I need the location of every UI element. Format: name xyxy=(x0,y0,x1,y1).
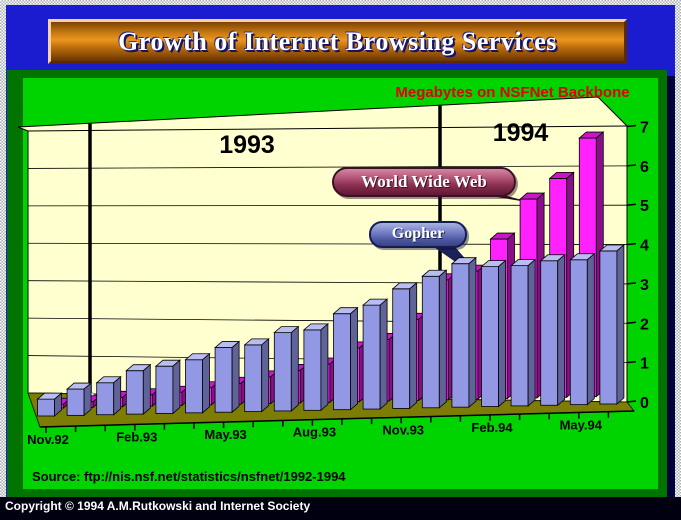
legend-gopher: Gopher xyxy=(369,221,467,248)
title-banner: Growth of Internet Browsing Services xyxy=(48,19,627,64)
year-label-1994: 1994 xyxy=(492,119,549,147)
chart-subtitle: Megabytes on NSFNet Backbone xyxy=(395,84,630,101)
copyright-text: Copyright © 1994 A.M.Rutkowski and Inter… xyxy=(5,499,311,513)
page-title: Growth of Internet Browsing Services xyxy=(118,27,557,56)
copyright-bar: Copyright © 1994 A.M.Rutkowski and Inter… xyxy=(0,497,681,520)
legend-world-wide-web: World Wide Web xyxy=(332,167,516,197)
year-label-1993: 1993 xyxy=(219,131,275,159)
source-citation: Source: ftp://nis.nsf.net/statistics/nsf… xyxy=(32,469,346,484)
